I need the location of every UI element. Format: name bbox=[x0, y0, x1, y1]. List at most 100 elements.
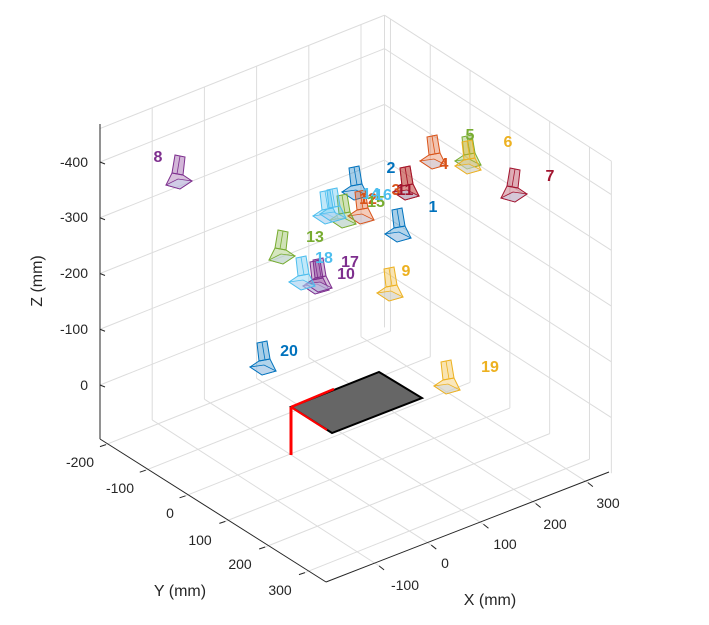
z-tick bbox=[99, 273, 106, 276]
x-tick bbox=[378, 565, 385, 571]
camera-edge bbox=[466, 140, 471, 160]
axis-titles: X (mm) Y (mm) Z (mm) bbox=[29, 255, 516, 609]
tick-marks bbox=[99, 161, 594, 576]
camera-image-plane bbox=[453, 163, 483, 175]
camera-image-plane bbox=[375, 290, 405, 302]
camera-1-glyph[interactable] bbox=[383, 207, 413, 243]
left-wall-grid-z bbox=[99, 215, 385, 330]
left-wall-grid-z bbox=[99, 271, 385, 386]
x-tick bbox=[587, 482, 594, 488]
y-tick bbox=[99, 444, 107, 448]
camera-7-label: 7 bbox=[546, 168, 555, 185]
camera-image-plane bbox=[432, 383, 462, 395]
camera-image-plane bbox=[391, 189, 421, 201]
camera-15-label: 15 bbox=[367, 194, 385, 211]
checkerboard-pattern bbox=[288, 370, 425, 455]
z-tick-label: -200 bbox=[60, 265, 88, 281]
left-wall-grid-z bbox=[99, 159, 385, 274]
camera-5-label: 5 bbox=[466, 127, 475, 144]
floor-grid-x bbox=[360, 336, 589, 484]
y-tick bbox=[259, 546, 266, 550]
camera-6-glyph[interactable] bbox=[453, 139, 483, 175]
camera-edge bbox=[404, 166, 409, 186]
x-tick-label: 300 bbox=[596, 495, 620, 511]
camera-edge bbox=[331, 188, 336, 208]
x-tick bbox=[483, 523, 489, 529]
x-axis-line bbox=[325, 471, 610, 583]
y-axis-title: Y (mm) bbox=[154, 583, 206, 600]
right-wall-grid-z bbox=[384, 159, 612, 307]
floor-grid-y bbox=[304, 458, 590, 574]
camera-12-label: 12 bbox=[359, 191, 377, 208]
camera-19-label: 19 bbox=[481, 359, 499, 376]
z-tick bbox=[99, 384, 106, 388]
camera-2-label: 2 bbox=[387, 160, 396, 177]
camera-20-glyph[interactable] bbox=[248, 340, 278, 376]
camera-17-label: 17 bbox=[341, 254, 359, 271]
camera-13-glyph[interactable] bbox=[267, 229, 297, 265]
camera-edge bbox=[511, 168, 516, 188]
z-tick-label: -400 bbox=[60, 154, 88, 170]
camera-edge bbox=[261, 341, 266, 361]
left-wall-grid-z bbox=[99, 48, 385, 163]
camera-7-glyph[interactable] bbox=[499, 167, 529, 203]
camera-9-glyph[interactable] bbox=[375, 266, 405, 302]
floor-grid-y bbox=[105, 330, 391, 446]
camera-18-label: 18 bbox=[315, 250, 333, 267]
camera-20-label: 20 bbox=[280, 343, 298, 360]
tick-labels: -400 -300 -200 -100 0 -200 -100 0 100 200 300 -100 0… bbox=[60, 154, 620, 598]
board-y-axis bbox=[290, 406, 328, 431]
z-tick-label: -300 bbox=[60, 209, 88, 225]
camera-4-label: 4 bbox=[440, 156, 449, 173]
z-tick bbox=[99, 217, 106, 221]
camera-13-label: 13 bbox=[306, 229, 324, 246]
camera-edge bbox=[317, 258, 322, 278]
camera-18-glyph[interactable] bbox=[287, 255, 317, 291]
axes-grid bbox=[99, 14, 612, 574]
camera-edge bbox=[324, 190, 329, 210]
x-axis-title: X (mm) bbox=[464, 592, 516, 609]
camera-10-label: 10 bbox=[337, 266, 355, 283]
camera-1-label: 1 bbox=[429, 199, 438, 216]
camera-image-plane bbox=[248, 364, 278, 376]
camera-16-label: 16 bbox=[374, 187, 392, 204]
camera-4-glyph[interactable] bbox=[418, 134, 448, 170]
z-tick-label: -100 bbox=[60, 321, 88, 337]
y-tick bbox=[139, 469, 146, 473]
right-wall-grid-z bbox=[384, 103, 612, 251]
camera-edge bbox=[314, 260, 319, 280]
floor-grid-y bbox=[185, 381, 471, 497]
y-tick bbox=[298, 572, 306, 576]
y-tick-label: -200 bbox=[66, 454, 94, 470]
camera-19-glyph[interactable] bbox=[432, 359, 462, 395]
camera-16-glyph[interactable] bbox=[318, 187, 348, 223]
floor-grid-x bbox=[256, 377, 484, 525]
top-edge-left bbox=[99, 14, 385, 130]
camera-image-plane bbox=[318, 211, 348, 223]
left-wall-grid-z bbox=[99, 103, 385, 219]
z-axis-title: Z (mm) bbox=[29, 255, 46, 307]
z-tick-label: 0 bbox=[80, 377, 88, 393]
camera-edge bbox=[431, 135, 436, 155]
camera-edge bbox=[466, 135, 471, 155]
camera-image-plane bbox=[499, 191, 529, 203]
camera-3-label: 3 bbox=[392, 182, 401, 199]
camera-image-plane bbox=[287, 279, 317, 291]
camera-edge bbox=[279, 230, 284, 250]
x-tick-label: 0 bbox=[441, 555, 449, 571]
y-tick-label: 200 bbox=[228, 556, 252, 572]
camera-edge bbox=[300, 256, 305, 276]
z-tick bbox=[99, 328, 106, 332]
right-wall-grid-z bbox=[384, 48, 612, 195]
right-wall-grid-z bbox=[384, 215, 612, 363]
y-tick bbox=[219, 520, 226, 524]
camera-8-glyph[interactable] bbox=[164, 154, 194, 190]
board-x-axis bbox=[290, 387, 335, 409]
camera-image-plane bbox=[346, 213, 376, 225]
x-tick-label: 200 bbox=[543, 516, 567, 532]
floor-grid-x bbox=[151, 419, 380, 567]
floor-grid-x bbox=[204, 398, 432, 546]
camera-11-glyph[interactable] bbox=[391, 165, 421, 201]
y-tick bbox=[179, 495, 186, 499]
